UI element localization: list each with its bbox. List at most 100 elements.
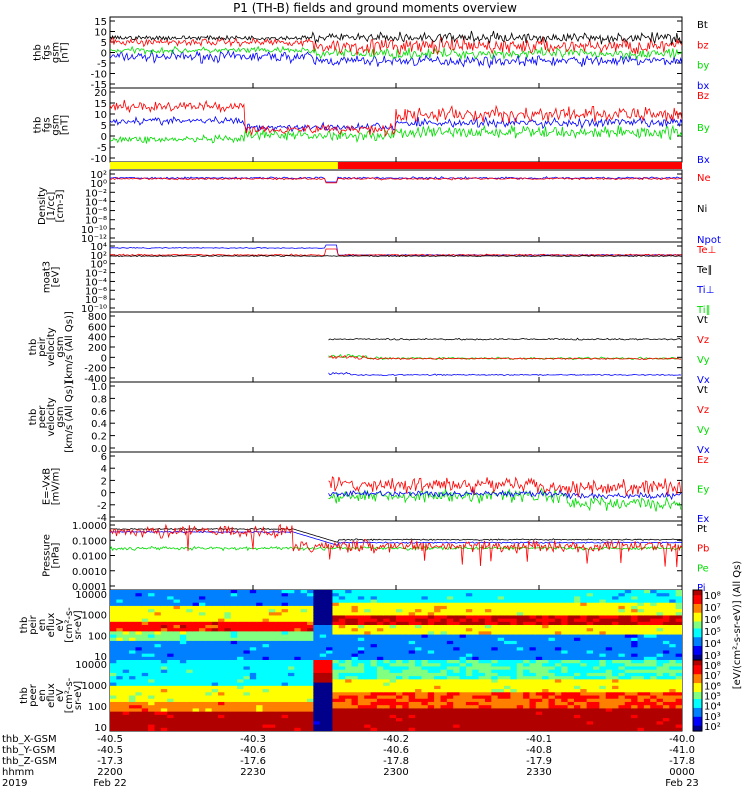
spectrogram-cell <box>148 605 156 610</box>
spectrogram-cell <box>326 640 334 645</box>
spectrogram-cell <box>402 602 410 607</box>
spectrogram-cell <box>275 615 283 620</box>
spectrogram-cell <box>586 695 594 700</box>
legend-Bz: Bz <box>697 91 709 102</box>
spectrogram-cell <box>465 698 473 703</box>
spectrogram-cell <box>307 634 314 639</box>
spectrogram-cell <box>491 666 499 671</box>
spectrogram-cell <box>173 621 181 626</box>
y-tick-label: 0.8 <box>91 394 107 405</box>
spectrogram-cell <box>268 656 276 660</box>
spectrogram-cell <box>542 628 550 632</box>
y-tick-label: 2 <box>101 476 107 487</box>
spectrogram-cell <box>389 692 397 697</box>
spectrogram-cell <box>370 672 378 677</box>
spectrogram-cell <box>618 650 626 655</box>
spectrogram-cell <box>110 602 117 607</box>
spectrogram-cell <box>478 609 486 613</box>
spectrogram-cell <box>593 631 600 636</box>
spectrogram-cell <box>205 656 213 660</box>
spectrogram-cell <box>643 647 651 652</box>
spectrogram-cell <box>548 634 556 639</box>
spectrogram-cell <box>211 602 219 607</box>
spectrogram-cell <box>497 605 505 610</box>
spectrogram-cell <box>294 609 302 613</box>
spectrogram-cell <box>129 718 137 722</box>
spectrogram-cell <box>472 689 480 693</box>
spectrogram-cell <box>624 714 632 719</box>
spectrogram-cell <box>491 727 499 731</box>
spectrogram-cell <box>313 695 321 700</box>
y-tick-label: -2 <box>97 501 107 512</box>
spectrogram-cell <box>434 599 442 604</box>
spectrogram-cell <box>338 701 346 706</box>
spectrogram-cell <box>370 698 378 703</box>
spectrogram-cell <box>218 640 225 645</box>
spectrogram-cell <box>357 605 365 610</box>
spectrogram-cell <box>561 609 569 613</box>
spectrogram-cell <box>612 596 620 601</box>
spectrogram-cell <box>211 644 219 648</box>
spectrogram-cell <box>593 628 600 632</box>
spectrogram-cell <box>326 663 334 668</box>
spectrogram-cell <box>332 708 340 713</box>
spectrogram-cell <box>427 672 435 677</box>
spectrogram-cell <box>599 695 607 700</box>
spectrogram-cell <box>535 685 543 690</box>
spectrogram-cell <box>516 590 524 594</box>
spectrogram-cell <box>313 714 321 719</box>
spectrogram-cell <box>249 628 257 632</box>
spectrogram-cell <box>396 618 403 623</box>
spectrogram-cell <box>110 599 117 604</box>
spectrogram-cell <box>116 682 124 687</box>
spectrogram-cell <box>332 644 340 648</box>
spectrogram-cell <box>554 727 562 731</box>
spectrogram-cell <box>573 596 581 601</box>
spectrogram-cell <box>122 708 130 713</box>
spectrogram-cell <box>504 718 511 722</box>
spectrogram-cell <box>516 701 524 706</box>
spectrogram-cell <box>465 605 473 610</box>
spectrogram-cell <box>192 634 200 639</box>
spectrogram-cell <box>637 672 645 677</box>
spectrogram-cell <box>122 692 130 697</box>
spectrogram-cell <box>230 634 238 639</box>
series-Bx <box>110 115 682 133</box>
spectrogram-cell <box>491 631 499 636</box>
spectrogram-cell <box>612 612 620 617</box>
spectrogram-cell <box>421 621 429 626</box>
spectrogram-cell <box>313 705 321 710</box>
spectrogram-cell <box>389 596 397 601</box>
spectrogram-cell <box>237 698 245 703</box>
spectrogram-cell <box>459 708 467 713</box>
spectrogram-cell <box>484 625 492 629</box>
spectrogram-cell <box>548 593 556 597</box>
spectrogram-cell <box>179 615 187 620</box>
spectrogram-cell <box>662 714 670 719</box>
spectrogram-cell <box>300 618 308 623</box>
spectrogram-cell <box>218 644 225 648</box>
spectrogram-cell <box>650 599 658 604</box>
spectrogram-cell <box>122 628 130 632</box>
spectrogram-cell <box>580 701 588 706</box>
spectrogram-cell <box>554 640 562 645</box>
spectrogram-cell <box>332 653 340 658</box>
spectrogram-cell <box>415 625 423 629</box>
spectrogram-cell <box>650 660 658 664</box>
spectrogram-cell <box>167 637 175 642</box>
spectrogram-cell <box>421 724 429 729</box>
spectrogram-cell <box>446 621 454 626</box>
spectrogram-cell <box>338 705 346 710</box>
spectrogram-cell <box>179 698 187 703</box>
spectrogram-cell <box>497 621 505 626</box>
spectrogram-cell <box>230 705 238 710</box>
spectrogram-cell <box>497 599 505 604</box>
spectrogram-cell <box>268 708 276 713</box>
spectrogram-cell <box>567 605 575 610</box>
spectrogram-cell <box>554 602 562 607</box>
spectrogram-cell <box>211 609 219 613</box>
spectrogram-cell <box>141 631 149 636</box>
spectrogram-cell <box>478 628 486 632</box>
spectrogram-cell <box>357 621 365 626</box>
spectrogram-cell <box>160 724 168 729</box>
